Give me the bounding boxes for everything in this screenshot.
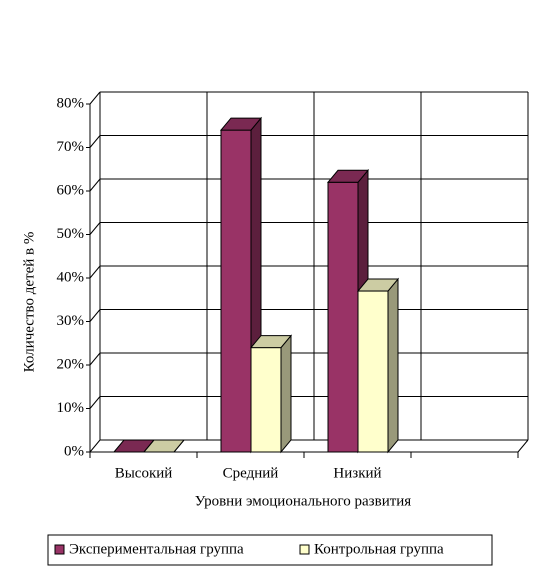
legend-swatch (54, 544, 65, 555)
grid-line-side (89, 222, 101, 235)
grid-line-side (89, 439, 101, 453)
bar-side (280, 334, 292, 454)
bar-top (356, 278, 400, 292)
bar (356, 277, 400, 454)
bar-front (357, 290, 389, 453)
legend-label: Экспериментальная группа (69, 541, 244, 557)
bar-front (327, 181, 359, 453)
bar-front (250, 347, 282, 453)
y-tick-label: 80% (57, 95, 85, 111)
grid-line-side (89, 265, 101, 279)
x-tick-label: Высокий (115, 465, 173, 481)
floor-right (517, 439, 529, 453)
y-axis-title: Количество детей в % (21, 232, 37, 373)
y-tick-label: 60% (57, 182, 85, 198)
y-tick-label: 70% (57, 139, 85, 155)
grid-line-side (89, 396, 101, 409)
x-axis-title: Уровни эмоционального развития (195, 493, 412, 509)
bar-top (219, 117, 263, 131)
grid-line-side (89, 352, 101, 366)
legend-label: Контрольная группа (314, 541, 444, 557)
y-tick-label: 30% (57, 313, 85, 329)
y-tick-label: 0% (64, 443, 84, 459)
bar-top (142, 439, 186, 453)
bar (142, 439, 186, 453)
y-tick-label: 20% (57, 356, 85, 372)
y-tick-label: 40% (57, 269, 85, 285)
legend-box (47, 534, 493, 566)
y-tick-label: 50% (57, 226, 85, 242)
bar-front (220, 129, 252, 453)
bar-side (387, 277, 399, 454)
bar-top (326, 169, 370, 183)
bar (249, 334, 293, 454)
grid-line-side (89, 135, 101, 148)
x-tick-label: Средний (223, 465, 279, 481)
bar-top (249, 335, 293, 349)
legend-swatch (299, 544, 310, 555)
grid-line-side (89, 91, 101, 105)
x-tick-label: Низкий (333, 465, 381, 481)
grid-line-side (89, 178, 101, 192)
grid-line-side (89, 309, 101, 322)
y-tick-label: 10% (57, 400, 85, 416)
